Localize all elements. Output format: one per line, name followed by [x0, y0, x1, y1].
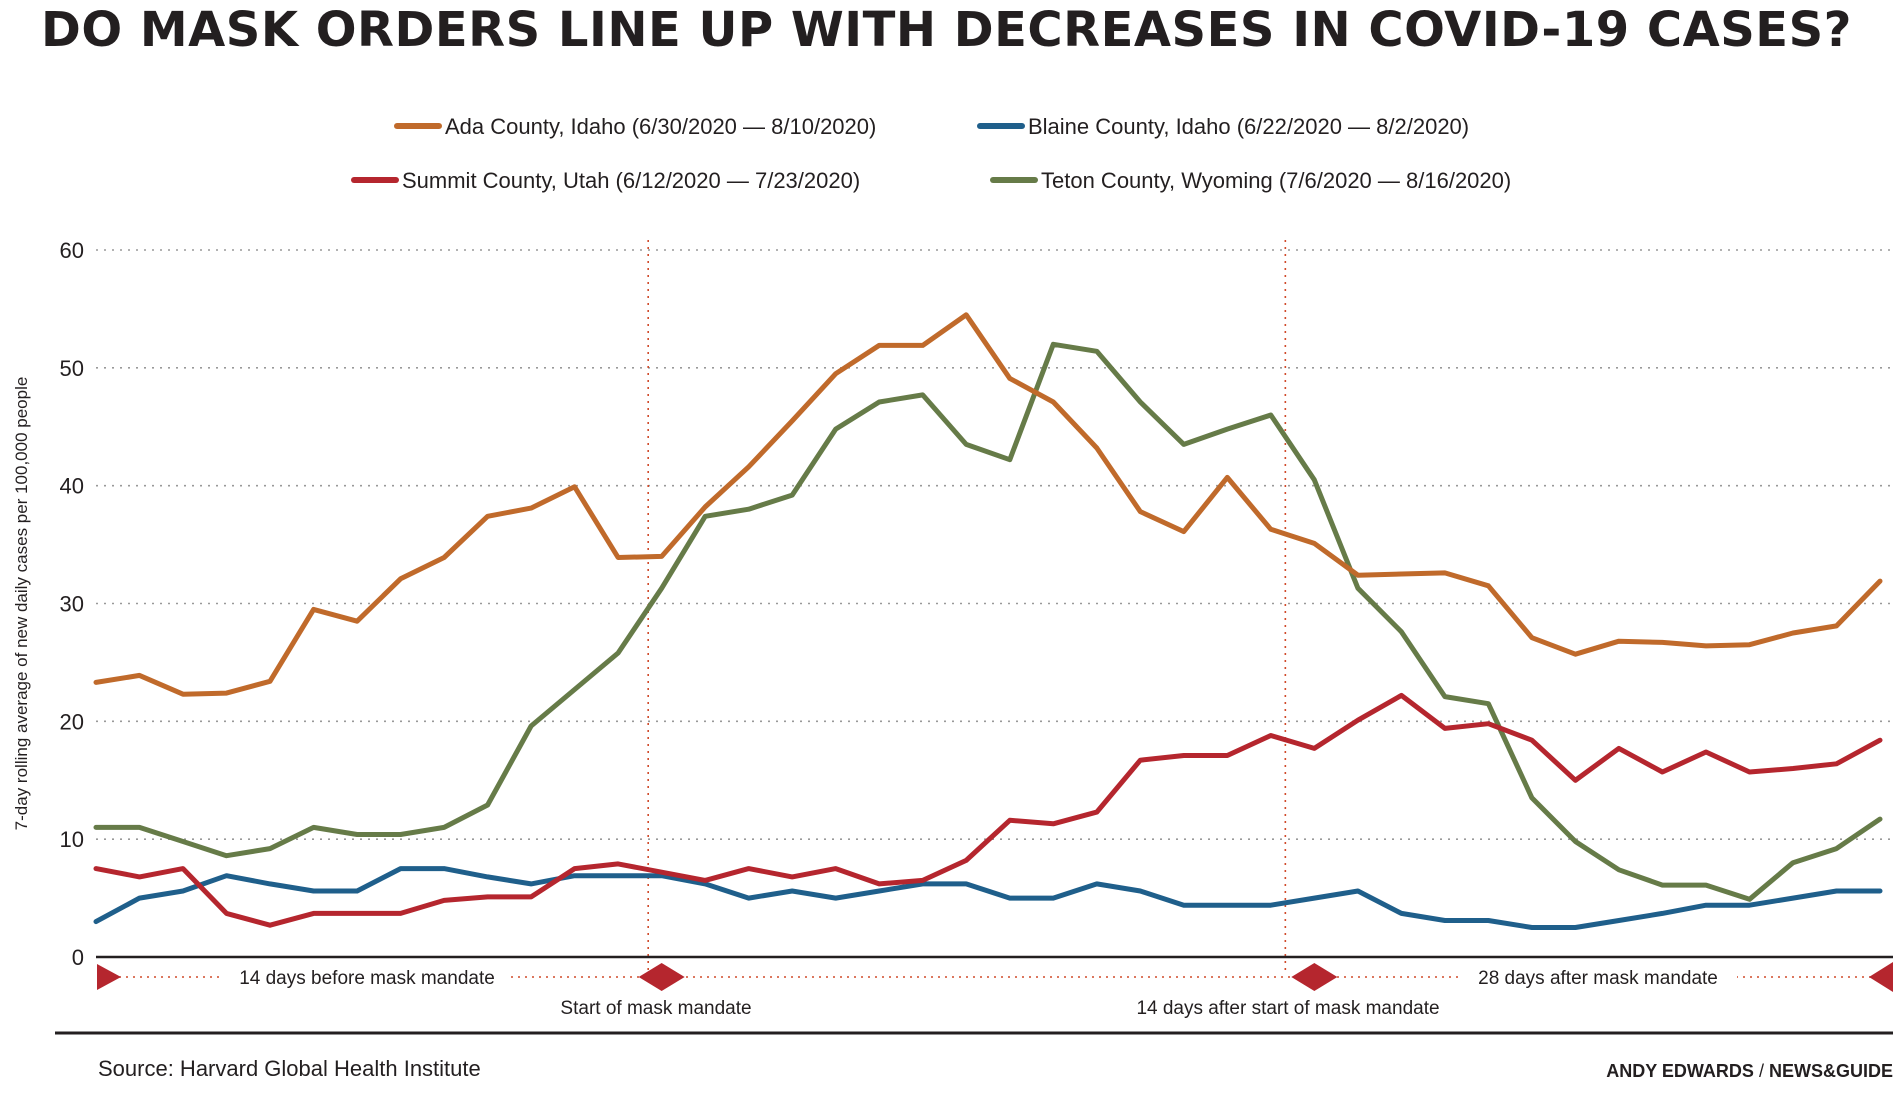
y-tick-0: 0 — [72, 945, 84, 970]
axes — [55, 955, 1893, 1035]
label-after-mandate-bg — [1459, 966, 1737, 990]
credit-org: NEWS&GUIDE — [1768, 1061, 1893, 1081]
credit-line: ANDY EDWARDS / NEWS&GUIDE — [1606, 1061, 1893, 1082]
legend-label-summit: Summit County, Utah (6/12/2020 — 7/23/20… — [402, 168, 860, 193]
source-note: Source: Harvard Global Health Institute — [98, 1056, 481, 1081]
label-start-mandate: Start of mask mandate — [560, 998, 751, 1019]
series-line-summit — [93, 692, 1883, 928]
y-axis-label: 7-day rolling average of new daily cases… — [12, 377, 31, 831]
y-tick-30: 30 — [60, 592, 84, 617]
timeline-start-marker — [97, 964, 121, 990]
label-before-mandate-bg — [224, 966, 510, 990]
credit-author: ANDY EDWARDS — [1606, 1061, 1754, 1081]
plus14-marker — [1291, 963, 1338, 991]
label-14-days-after: 14 days after start of mask mandate — [1136, 998, 1439, 1019]
legend-label-teton: Teton County, Wyoming (7/6/2020 — 8/16/2… — [1041, 168, 1511, 193]
credit-separator: / — [1758, 1061, 1764, 1081]
legend: Ada County, Idaho (6/30/2020 — 8/10/2020… — [351, 114, 1511, 193]
series-line-ada — [93, 312, 1883, 697]
gridlines: 0 10 20 30 40 50 60 7-day rolling average of ne… — [12, 238, 1893, 970]
timeline-end-marker — [1869, 962, 1893, 992]
legend-label-blaine: Blaine County, Idaho (6/22/2020 — 8/2/20… — [1028, 114, 1469, 139]
y-tick-50: 50 — [60, 356, 84, 381]
series-line-blaine — [93, 866, 1883, 930]
series-lines — [93, 312, 1883, 930]
y-tick-20: 20 — [60, 709, 84, 734]
chart-title: DO MASK ORDERS LINE UP WITH DECREASES IN… — [40, 2, 1852, 58]
label-after-mandate: 28 days after mask mandate — [1478, 968, 1718, 989]
label-before-mandate: 14 days before mask mandate — [239, 968, 495, 989]
y-tick-60: 60 — [60, 238, 84, 263]
series-line-teton — [93, 341, 1883, 902]
mandate-start-marker — [638, 963, 685, 991]
y-tick-40: 40 — [60, 474, 84, 499]
timeline-annotations: 14 days before mask mandate Start of mask… — [97, 962, 1893, 1019]
legend-label-ada: Ada County, Idaho (6/30/2020 — 8/10/2020… — [445, 114, 876, 139]
y-tick-10: 10 — [60, 827, 84, 852]
